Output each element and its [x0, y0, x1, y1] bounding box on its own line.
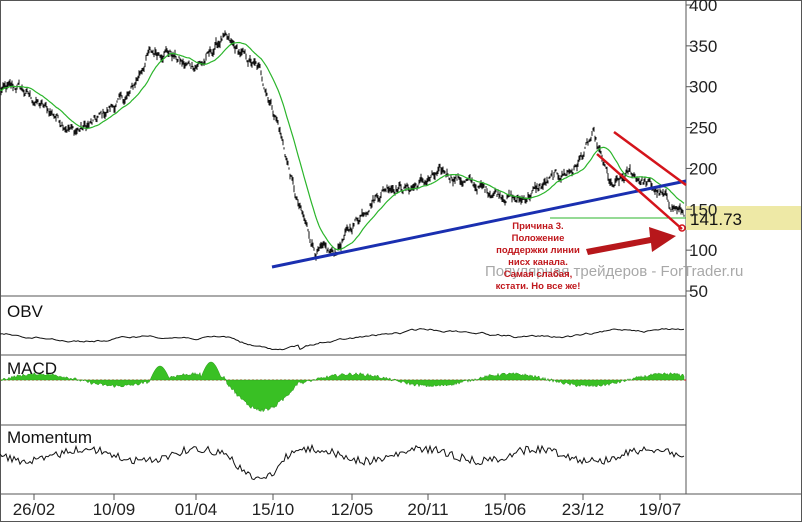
- moving-average-series: [0, 41, 685, 251]
- channel-lower-line: [596, 153, 683, 230]
- panel-label-macd: MACD: [7, 359, 57, 378]
- watermark: Популярная трейдеров - ForTrader.ru: [485, 263, 743, 280]
- last-price-label: 141.73: [690, 210, 742, 229]
- annotation-line-3: поддержки линии: [496, 245, 580, 256]
- momentum-series: [0, 443, 685, 481]
- annotation-text: Причина 3. Положение поддержки линии нис…: [496, 221, 581, 292]
- panel-label-momentum: Momentum: [7, 428, 92, 447]
- y-tick-label: 50: [689, 282, 708, 301]
- macd-area: [0, 361, 685, 412]
- annotation-arrow: [586, 227, 676, 255]
- annotation-line-1: Причина 3.: [512, 221, 563, 232]
- x-tick-label: 01/04: [175, 500, 218, 519]
- y-tick-label: 100: [689, 241, 717, 260]
- obv-series: [0, 328, 685, 351]
- moving-average-line: [0, 41, 685, 251]
- annotation-line-2: Положение: [512, 233, 565, 244]
- y-tick-label: 350: [689, 37, 717, 56]
- annotation-line-6: кстати. Но все же!: [496, 281, 581, 292]
- y-tick-label: 250: [689, 119, 717, 138]
- momentum-line: [0, 443, 685, 481]
- support-trendline: [271, 179, 687, 269]
- x-tick-label: 26/02: [13, 500, 56, 519]
- x-tick-label: 15/06: [484, 500, 527, 519]
- price-bars: [0, 30, 685, 261]
- annotation-line-5: Самая слабая,: [504, 269, 573, 280]
- last-price-highlight: [686, 206, 801, 230]
- y-tick-label: 400: [689, 0, 717, 15]
- panel-label-obv: OBV: [7, 302, 44, 321]
- x-tick-label: 23/12: [562, 500, 605, 519]
- channel-upper-line: [613, 130, 687, 187]
- price-series: [0, 30, 685, 261]
- x-tick-label: 12/05: [331, 500, 374, 519]
- x-tick-label: 19/07: [639, 500, 682, 519]
- touch-point-marker: [678, 224, 686, 232]
- y-tick-label: 300: [689, 78, 717, 97]
- x-tick-label: 15/10: [252, 500, 295, 519]
- x-tick-label: 20/11: [407, 500, 448, 519]
- x-axis: 26/02 10/09 01/04 15/10 12/05 20/11 15/06 23/12…: [13, 494, 682, 519]
- y-tick-label: 200: [689, 159, 717, 178]
- x-tick-label: 10/09: [93, 500, 136, 519]
- annotation-line-4: нисх канала.: [508, 257, 568, 268]
- macd-histogram: [0, 361, 686, 412]
- obv-line: [0, 328, 685, 351]
- y-tick-label: 150: [689, 200, 717, 219]
- y-axis: 50 100 150 200 250 300 350 400: [686, 0, 717, 301]
